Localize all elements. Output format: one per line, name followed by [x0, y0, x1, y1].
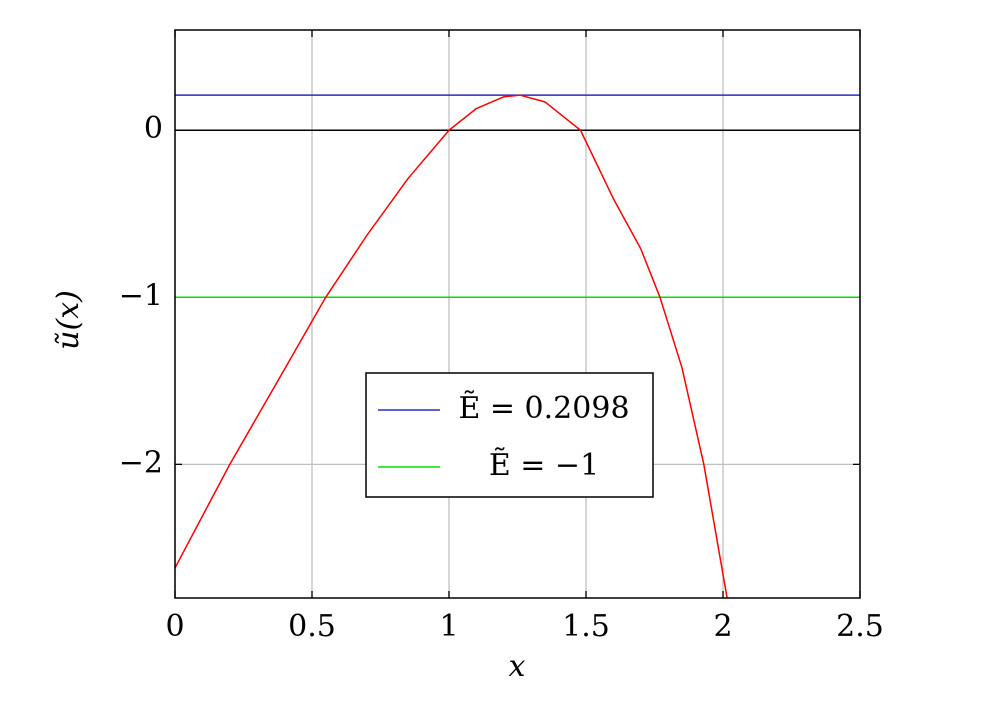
- x-tick-label: 0.5: [288, 609, 336, 644]
- legend-box: [365, 372, 654, 498]
- plot-area: [175, 94, 860, 598]
- x-tick-label: 2: [713, 609, 732, 644]
- curve: [175, 94, 728, 598]
- legend-label: Ẽ = 0.2098: [458, 390, 629, 426]
- x-tick-label: 0: [165, 609, 184, 644]
- legend-label: Ẽ = −1: [489, 447, 599, 483]
- y-axis-label: ũ(x): [51, 290, 86, 350]
- x-tick-label: 1: [439, 609, 458, 644]
- y-tick-label: 0: [144, 111, 163, 146]
- x-tick-label: 1.5: [562, 609, 610, 644]
- x-tick-label: 2.5: [836, 609, 884, 644]
- x-axis-label: x: [509, 649, 526, 684]
- plot-frame: [174, 29, 861, 599]
- y-tick-label: −2: [119, 445, 163, 480]
- y-tick-label: −1: [119, 278, 163, 313]
